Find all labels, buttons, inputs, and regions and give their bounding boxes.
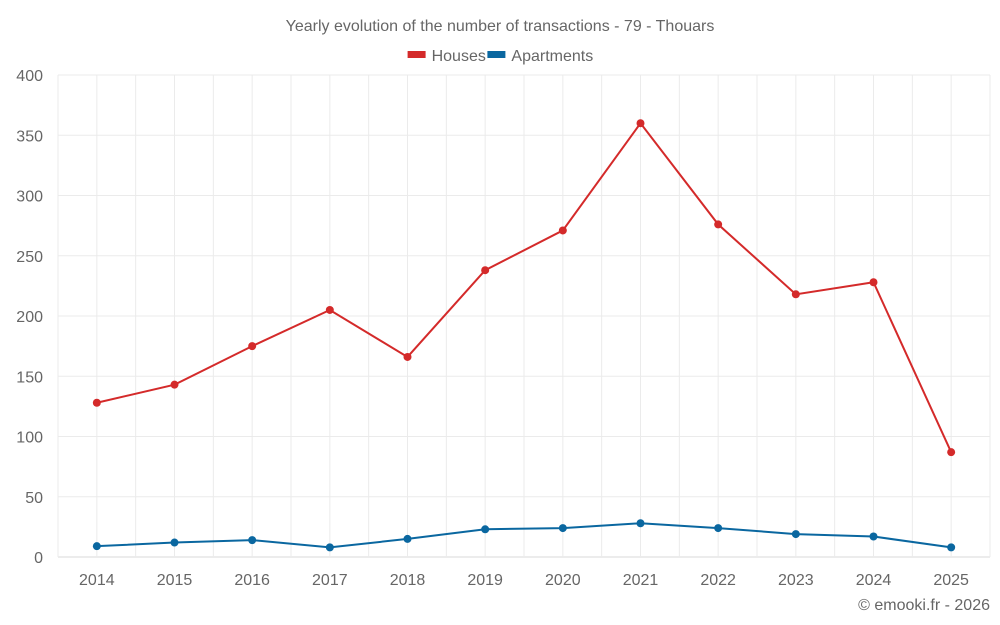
- x-tick-label: 2023: [778, 572, 814, 589]
- data-point[interactable]: [325, 543, 334, 552]
- data-point[interactable]: [558, 524, 567, 533]
- data-point[interactable]: [791, 290, 800, 299]
- y-tick-label: 100: [16, 430, 43, 447]
- data-point[interactable]: [869, 532, 878, 541]
- series-line: [96, 522, 952, 549]
- credit-text: © emooki.fr - 2026: [858, 597, 990, 614]
- data-point[interactable]: [92, 398, 101, 407]
- chart-title: Yearly evolution of the number of transa…: [286, 18, 715, 35]
- legend-item-houses[interactable]: Houses: [407, 48, 486, 65]
- series-apartments: [92, 519, 956, 552]
- data-point[interactable]: [481, 266, 490, 275]
- y-tick-label: 400: [16, 68, 43, 85]
- legend-item-apartments[interactable]: Apartments: [487, 48, 593, 65]
- x-tick-label: 2025: [933, 572, 969, 589]
- data-point[interactable]: [714, 524, 723, 533]
- x-tick-label: 2014: [79, 572, 115, 589]
- data-point[interactable]: [92, 542, 101, 551]
- x-tick-label: 2020: [545, 572, 581, 589]
- y-tick-label: 150: [16, 369, 43, 386]
- grid: [57, 74, 991, 558]
- data-point[interactable]: [947, 543, 956, 552]
- data-point[interactable]: [558, 226, 567, 235]
- data-point[interactable]: [947, 448, 956, 457]
- data-point[interactable]: [403, 534, 412, 543]
- x-tick-label: 2021: [623, 572, 659, 589]
- data-point[interactable]: [791, 530, 800, 539]
- x-tick-label: 2024: [856, 572, 892, 589]
- data-point[interactable]: [869, 278, 878, 287]
- x-tick-label: 2015: [157, 572, 193, 589]
- data-point[interactable]: [636, 519, 645, 528]
- legend-label: Houses: [432, 48, 486, 65]
- legend-swatch: [407, 51, 426, 58]
- x-tick-label: 2019: [467, 572, 503, 589]
- data-point[interactable]: [248, 536, 257, 545]
- legend-swatch: [487, 51, 506, 58]
- data-point[interactable]: [636, 119, 645, 128]
- x-axis: 2014 2015 2016 2017 2018 2019 2020 2021 2022 2023…: [79, 572, 969, 589]
- y-axis: 0 50 100 150 200 250 300 350 400: [16, 68, 43, 567]
- y-tick-label: 300: [16, 189, 43, 206]
- x-tick-label: 2022: [700, 572, 736, 589]
- data-point[interactable]: [714, 220, 723, 229]
- y-tick-label: 0: [34, 550, 43, 567]
- y-tick-label: 50: [25, 490, 43, 507]
- x-tick-label: 2016: [234, 572, 270, 589]
- legend-label: Apartments: [511, 48, 593, 65]
- x-tick-label: 2017: [312, 572, 348, 589]
- series-line: [96, 121, 953, 453]
- data-point[interactable]: [170, 538, 179, 547]
- data-point[interactable]: [403, 352, 412, 361]
- x-tick-label: 2018: [390, 572, 426, 589]
- data-point[interactable]: [325, 305, 334, 314]
- data-point[interactable]: [248, 342, 257, 351]
- legend: Houses Apartments: [407, 48, 593, 65]
- series-houses: [92, 119, 956, 457]
- series: [92, 119, 956, 552]
- y-tick-label: 250: [16, 249, 43, 266]
- data-point[interactable]: [481, 525, 490, 534]
- y-tick-label: 200: [16, 309, 43, 326]
- y-tick-label: 350: [16, 128, 43, 145]
- data-point[interactable]: [170, 380, 179, 389]
